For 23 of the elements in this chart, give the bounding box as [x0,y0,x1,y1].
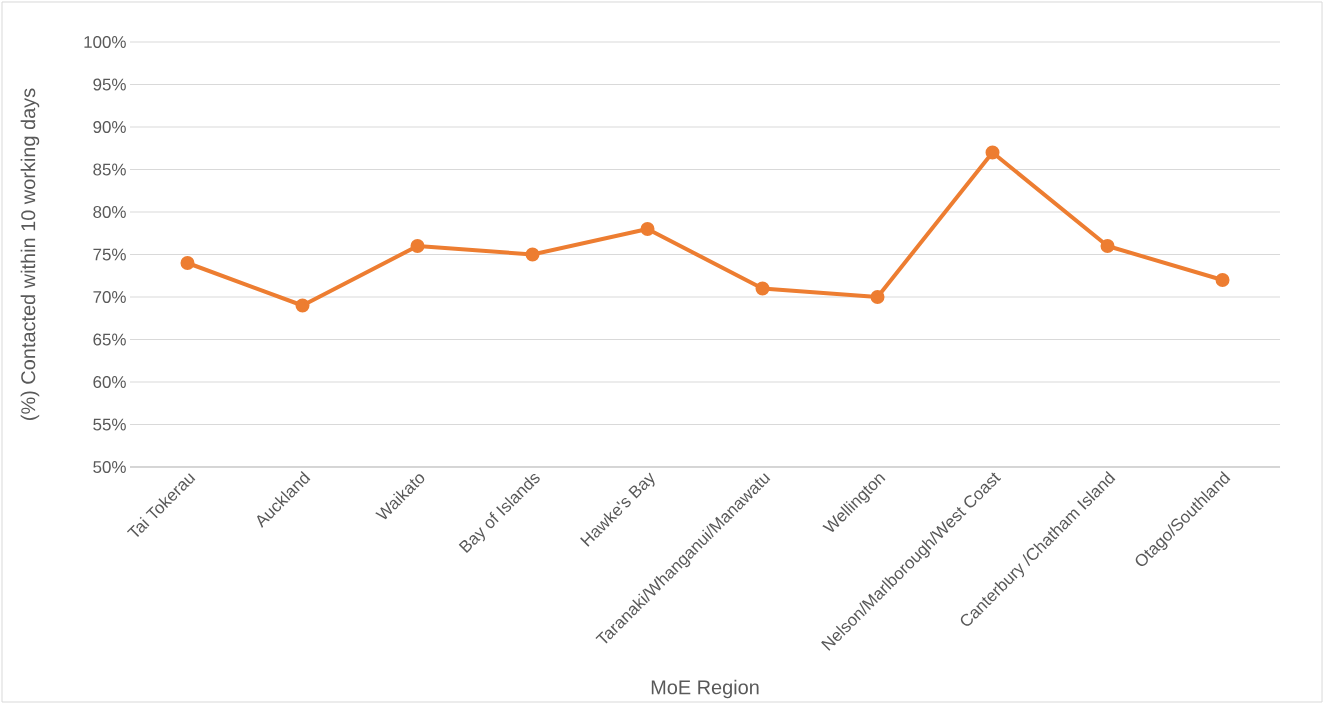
point [1100,239,1115,253]
y-tick-label: 90% [93,121,126,133]
y-tick-label: 85% [93,163,126,176]
y-tick-label: 65% [93,333,126,346]
point [870,290,885,304]
y-tick-label: 70% [93,291,126,303]
y-tick-label: 80% [93,206,126,218]
y-axis-title: (%) Contacted within 10 working days [20,88,40,420]
y-tick-label: 75% [93,248,126,261]
point [640,222,655,236]
y-tick-label: 55% [93,418,126,431]
point [985,145,1000,160]
y-tick-label: 60% [93,376,126,388]
point [1215,273,1230,287]
x-axis-title: MoE Region [651,679,759,699]
point [180,256,195,270]
point [410,239,425,253]
y-tick-label: 50% [93,461,126,473]
y-tick-label: 100% [84,36,126,48]
point [525,247,540,262]
point [295,298,310,313]
point [755,281,770,296]
y-tick-label: 95% [93,78,126,91]
